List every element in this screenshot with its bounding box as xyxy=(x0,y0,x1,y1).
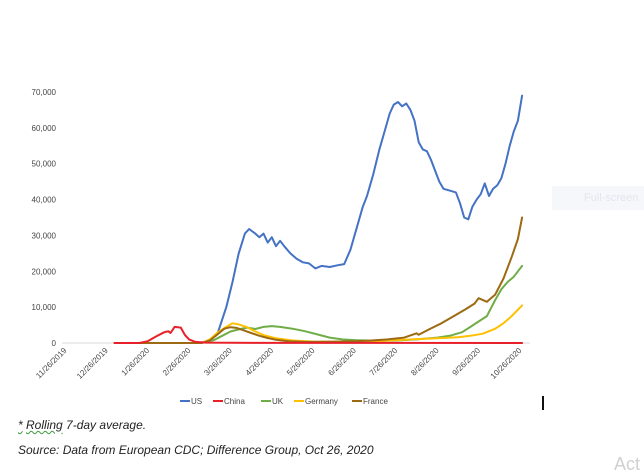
text-cursor xyxy=(542,396,544,410)
series-lines xyxy=(113,94,524,344)
y-tick-label: 40,000 xyxy=(32,196,57,205)
legend-label: UK xyxy=(272,397,284,406)
fullscreen-button[interactable]: Full-screen xyxy=(552,186,644,210)
legend-item-us: US xyxy=(180,397,202,406)
x-tick-label: 10/26/2020 xyxy=(489,346,524,381)
source-note: Source: Data from European CDC; Differen… xyxy=(18,443,374,457)
x-tick-label: 5/26/2020 xyxy=(285,346,317,378)
y-axis: 0 10,000 20,000 30,000 40,000 50,000 60,000 70,… xyxy=(32,88,57,348)
x-tick-label: 7/26/2020 xyxy=(368,346,400,378)
legend-label: US xyxy=(191,397,202,406)
x-tick-label: 4/26/2020 xyxy=(244,346,276,378)
legend-item-uk: UK xyxy=(261,397,284,406)
legend: US China UK Germany France xyxy=(180,397,388,406)
y-tick-label: 50,000 xyxy=(32,160,57,169)
x-tick-label: 9/26/2020 xyxy=(451,346,483,378)
y-tick-label: 10,000 xyxy=(32,303,57,312)
y-tick-label: 0 xyxy=(52,339,57,348)
x-tick-label: 6/26/2020 xyxy=(326,346,358,378)
x-tick-label: 12/26/2019 xyxy=(75,346,110,381)
footnote-rolling-average: * Rolling 7-day average. xyxy=(18,418,146,432)
y-tick-label: 30,000 xyxy=(32,231,57,240)
legend-item-china: China xyxy=(213,397,245,406)
x-tick-label: 11/26/2019 xyxy=(34,346,69,381)
legend-label: China xyxy=(224,397,245,406)
x-tick-label: 1/26/2020 xyxy=(120,346,152,378)
footnote-rolling-word: Rolling xyxy=(26,418,63,432)
legend-item-france: France xyxy=(352,397,388,406)
activation-watermark: Act xyxy=(614,454,641,474)
footnote-rest: 7-day average. xyxy=(62,418,147,432)
x-tick-label: 2/26/2020 xyxy=(161,346,193,378)
legend-label: Germany xyxy=(305,397,338,406)
series-line-france xyxy=(113,216,524,344)
x-tick-label: 8/26/2020 xyxy=(409,346,441,378)
series-line-us xyxy=(113,94,524,344)
legend-item-germany: Germany xyxy=(294,397,338,406)
y-tick-label: 20,000 xyxy=(32,267,57,276)
series-line-uk xyxy=(113,264,524,344)
x-tick-label: 3/26/2020 xyxy=(202,346,234,378)
legend-label: France xyxy=(363,397,388,406)
x-axis: 11/26/2019 12/26/2019 1/26/2020 2/26/2020 3/… xyxy=(34,342,530,381)
y-tick-label: 70,000 xyxy=(32,88,57,97)
y-tick-label: 60,000 xyxy=(32,124,57,133)
series-line-china xyxy=(113,325,524,344)
footnote-asterisk: * xyxy=(18,418,23,432)
